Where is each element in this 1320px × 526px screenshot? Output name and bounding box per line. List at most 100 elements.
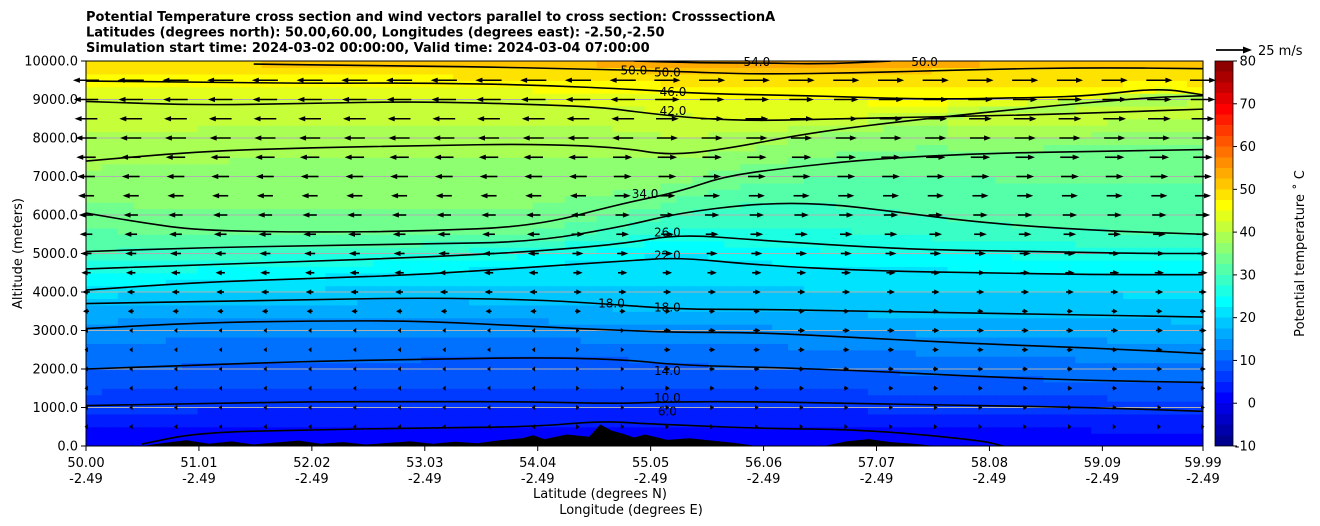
wind-arrow xyxy=(620,347,625,353)
wind-arrow xyxy=(1013,116,1037,122)
wind-arrow xyxy=(749,212,765,218)
wind-arrow xyxy=(1107,212,1122,218)
wind-arrow xyxy=(1111,347,1118,353)
wind-arrow xyxy=(308,347,312,353)
wind-arrow xyxy=(1149,154,1170,160)
colorbar: -10 0 10 20 30 40 50 60 70 80 Potential temperatu… xyxy=(1214,55,1308,455)
wind-arrow xyxy=(218,347,223,353)
wind-arrow xyxy=(166,173,185,180)
wind-arrow xyxy=(699,96,725,103)
wind-arrow xyxy=(482,231,495,237)
wind-arrow xyxy=(665,424,669,430)
wind-arrow xyxy=(798,308,805,314)
contour-label: 10.0 xyxy=(654,391,681,405)
wind-arrow xyxy=(442,366,446,372)
wind-arrow xyxy=(839,212,854,218)
wind-arrow xyxy=(263,327,267,334)
wind-arrow xyxy=(1111,308,1118,314)
wind-arrow xyxy=(703,173,722,180)
wind-arrow xyxy=(926,154,946,160)
colorbar-tick-label: 30 xyxy=(1239,268,1256,283)
wind-arrow xyxy=(76,154,96,160)
x-tick-label-lon: -2.49 xyxy=(973,472,1007,487)
wind-arrow xyxy=(344,154,365,160)
wind-arrow xyxy=(747,173,766,180)
colorbar-tick-label: 40 xyxy=(1239,226,1256,241)
wind-arrow xyxy=(253,116,277,122)
title-line-2: Latitudes (degrees north): 50.00,60.00, … xyxy=(86,26,665,41)
contour-line-46 xyxy=(86,80,1203,100)
wind-arrow xyxy=(833,77,860,83)
wind-arrow xyxy=(300,173,319,180)
wind-arrow xyxy=(664,308,671,314)
wind-arrow xyxy=(977,308,984,314)
contour-label: 18.0 xyxy=(654,300,681,314)
wind-arrow xyxy=(478,154,499,160)
wind-arrow xyxy=(209,135,231,141)
wind-arrow xyxy=(1103,116,1127,122)
wind-arrow xyxy=(1058,116,1082,122)
wind-arrow xyxy=(665,404,670,411)
contour-label: 18.0 xyxy=(598,297,625,311)
wind-arrow xyxy=(172,308,179,314)
wind-arrow xyxy=(618,289,627,295)
x-tick-label-lat: 52.02 xyxy=(293,456,330,471)
wind-arrow xyxy=(616,231,630,237)
wind-arrow xyxy=(789,96,814,103)
wind-arrow xyxy=(1153,231,1166,237)
wind-arrow xyxy=(342,116,366,122)
wind-arrow xyxy=(611,116,635,122)
wind-arrow xyxy=(263,404,267,411)
wind-arrow xyxy=(708,289,716,295)
wind-arrow xyxy=(922,77,949,83)
wind-arrow xyxy=(117,77,144,83)
wind-arrow xyxy=(207,96,233,103)
wind-arrow xyxy=(706,250,718,257)
wind-arrow xyxy=(389,154,409,160)
wind-arrow xyxy=(796,250,808,257)
wind-arrow xyxy=(923,96,949,103)
contour-label: 50.0 xyxy=(911,55,938,69)
wind-arrow xyxy=(753,289,761,295)
wind-arrow xyxy=(485,308,492,314)
wind-arrow xyxy=(836,154,857,160)
wind-arrow xyxy=(574,308,581,314)
wind-arrow xyxy=(123,212,138,218)
wind-arrow xyxy=(215,270,225,276)
wind-arrow xyxy=(171,289,180,295)
wind-arrow xyxy=(620,424,625,430)
y-tick-label: 8000.0 xyxy=(33,132,79,147)
wind-arrow xyxy=(352,327,357,334)
wind-arrow xyxy=(442,404,446,411)
wind-arrow xyxy=(1023,404,1028,411)
wind-arrow xyxy=(531,327,536,334)
wind-arrow xyxy=(169,231,182,237)
wind-arrow xyxy=(1065,270,1075,276)
y-axis: 0.0 1000.0 2000.0 3000.0 4000.0 5000.0 6000.0 7… xyxy=(24,55,86,455)
contour-line-22 xyxy=(86,257,1203,291)
wind-arrow xyxy=(477,135,500,141)
wind-arrow xyxy=(352,347,357,353)
wind-arrow xyxy=(748,193,765,199)
x-tick-label-lon: -2.49 xyxy=(860,472,894,487)
x-tick-label-lat: 59.99 xyxy=(1184,456,1221,471)
contour-line-2 xyxy=(141,421,1004,446)
wind-arrow xyxy=(977,347,984,353)
wind-arrow xyxy=(308,327,312,334)
contour-label: 14.0 xyxy=(654,364,681,378)
wind-arrow xyxy=(1147,96,1172,103)
wind-arrow xyxy=(754,385,760,391)
wind-arrow xyxy=(799,385,804,391)
wind-arrow xyxy=(755,424,759,430)
wind-arrow xyxy=(1157,424,1161,430)
wind-arrow xyxy=(750,231,764,237)
wind-arrow xyxy=(174,404,178,411)
wind-arrow xyxy=(529,289,538,295)
wind-arrow xyxy=(165,154,186,160)
y-tick-label: 1000.0 xyxy=(33,401,79,416)
wind-arrow xyxy=(978,385,983,391)
quiver-key-label: 25 m/s xyxy=(1258,44,1303,59)
wind-arrow xyxy=(971,173,990,180)
colorbar-label: Potential temperature ˚ C xyxy=(1292,170,1308,337)
wind-arrow xyxy=(352,404,357,411)
